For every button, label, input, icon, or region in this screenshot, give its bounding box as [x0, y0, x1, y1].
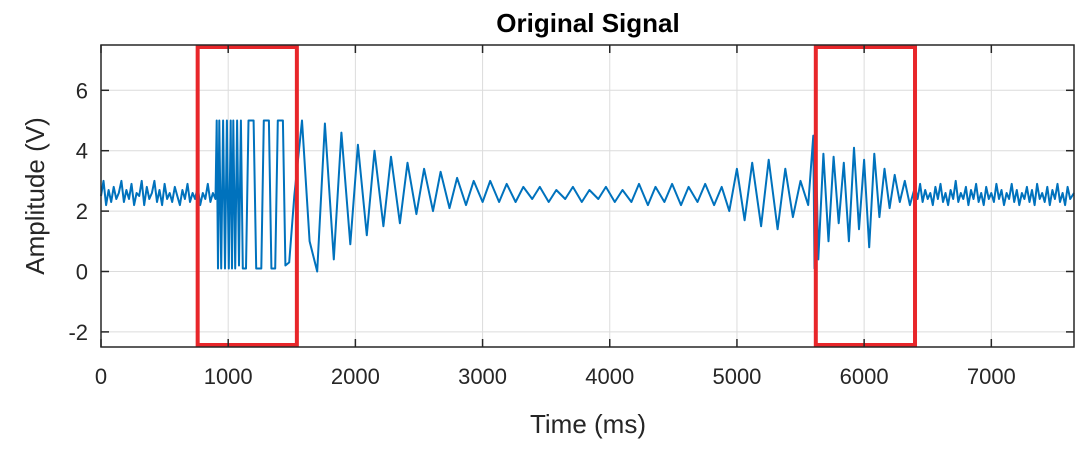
x-tick-label: 4000 [585, 364, 634, 389]
y-tick-label: 4 [76, 139, 88, 164]
highlight-box [195, 45, 299, 347]
y-tick-label: 6 [76, 78, 88, 103]
plot-frame [100, 44, 1075, 348]
y-tick-label: 2 [76, 199, 88, 224]
highlight-regions [195, 45, 918, 347]
x-tick-label: 1000 [204, 364, 253, 389]
x-tick-label: 0 [95, 364, 107, 389]
x-axis-label: Time (ms) [530, 409, 646, 439]
y-axis-label: Amplitude (V) [20, 117, 50, 275]
x-tick-label: 5000 [712, 364, 761, 389]
x-tick-label: 7000 [967, 364, 1016, 389]
y-tick-label: 0 [76, 260, 88, 285]
x-tick-label: 3000 [458, 364, 507, 389]
signal-line [100, 119, 1075, 273]
highlight-box [813, 45, 918, 347]
y-axis-ticks: -2 0 2 4 6 [68, 78, 1074, 345]
x-tick-label: 6000 [840, 364, 889, 389]
chart-title: Original Signal [496, 8, 679, 38]
y-tick-label: -2 [68, 320, 88, 345]
signal-series [100, 119, 1075, 273]
x-tick-label: 2000 [331, 364, 380, 389]
x-axis-ticks: 0 1000 2000 3000 4000 5000 6000 7000 [95, 45, 1016, 389]
